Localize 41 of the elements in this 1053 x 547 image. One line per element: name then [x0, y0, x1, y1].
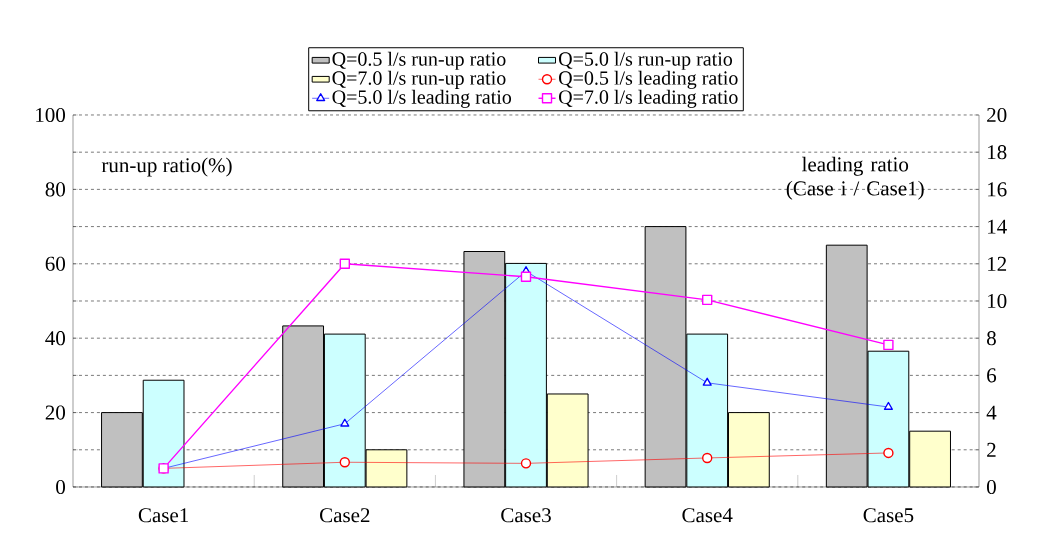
y2-tick-label: 2 [987, 442, 996, 457]
point [339, 457, 351, 468]
x-tick-label: Case2 [320, 508, 370, 523]
legend-label: Q=7.0 l/s leading ratio [559, 89, 738, 108]
y2-axis-title: leading ratio (Case i / Case1) [786, 156, 924, 200]
y-tick-label: 60 [45, 256, 66, 271]
y2-tick-label: 20 [987, 107, 1007, 123]
x-tick-label: Case4 [682, 508, 733, 523]
point [883, 447, 894, 459]
y2-tick-label: 4 [986, 405, 997, 420]
legend-label: Q=5.0 l/s leading ratio [332, 89, 512, 108]
y-tick-label: 20 [45, 405, 66, 420]
y2-tick-label: 0 [987, 479, 996, 495]
point [883, 401, 894, 410]
point [883, 339, 894, 351]
legend-label: Q=7.0 l/s run-up ratio [332, 70, 506, 89]
y2-tick-label: 14 [988, 219, 1007, 234]
legend-label: Q=0.5 l/s run-up ratio [332, 51, 506, 70]
y2-tick-label: 18 [988, 145, 1007, 160]
point [520, 271, 532, 282]
y-tick-label: 80 [45, 182, 66, 197]
y2-tick-label: 8 [987, 331, 996, 346]
y2-tick-label: 16 [988, 182, 1007, 197]
legend-label: Q=5.0 l/s run-up ratio [559, 51, 733, 70]
point [702, 294, 713, 306]
point [702, 452, 713, 464]
x-tick-label: Case1 [138, 508, 189, 523]
y2-tick-label: 6 [987, 368, 997, 383]
point [702, 377, 712, 386]
y-tick-label: 0 [56, 479, 66, 495]
y-tick-label: 40 [45, 331, 66, 346]
x-tick-label: Case3 [501, 508, 551, 523]
legend-label: Q=0.5 l/s leading ratio [559, 70, 738, 89]
point [520, 458, 532, 469]
point [339, 258, 351, 269]
y-axis-title: run-up ratio(%) [101, 157, 232, 177]
y-tick-label: 100 [36, 107, 66, 123]
y2-tick-label: 10 [988, 293, 1007, 309]
x-tick-label: Case5 [863, 508, 914, 523]
point [340, 418, 350, 427]
y2-tick-label: 12 [988, 256, 1007, 271]
